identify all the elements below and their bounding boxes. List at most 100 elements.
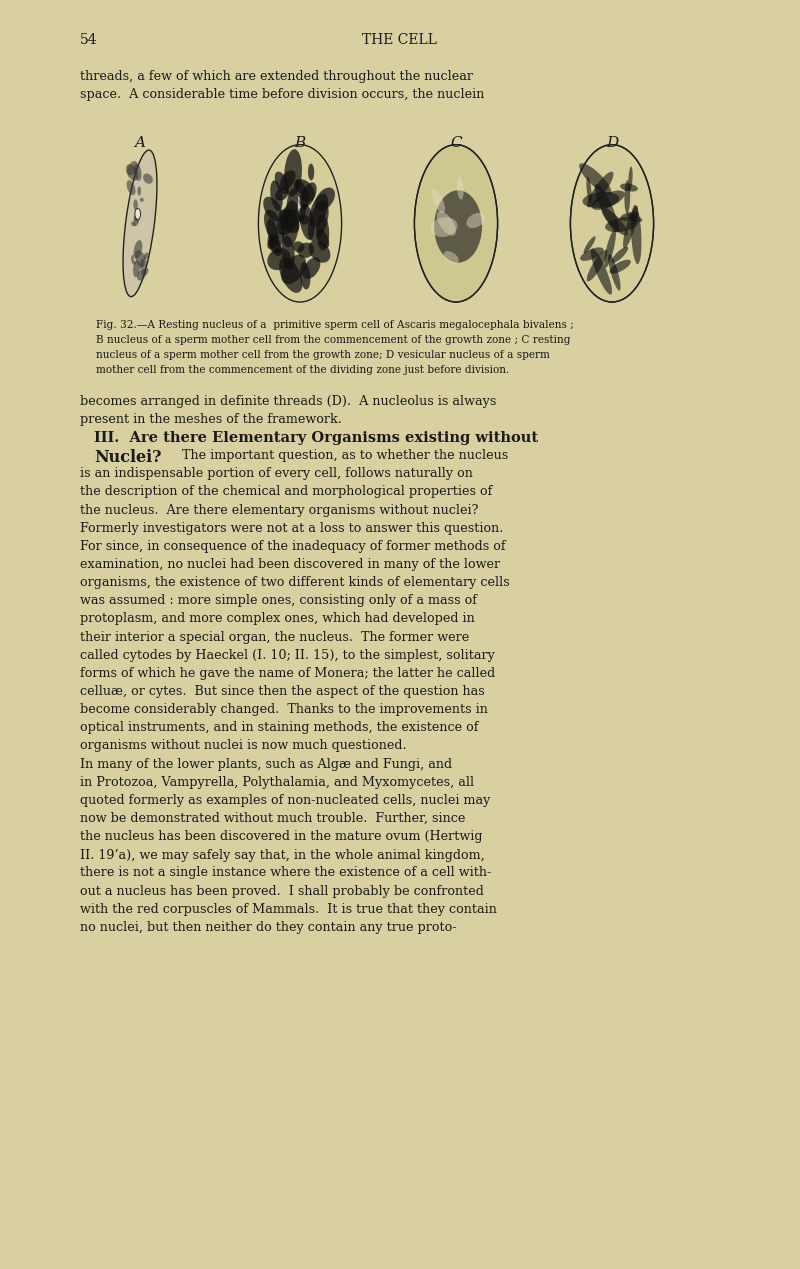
Ellipse shape	[316, 214, 330, 250]
Ellipse shape	[127, 161, 138, 175]
Ellipse shape	[586, 250, 607, 282]
Ellipse shape	[595, 184, 619, 232]
Ellipse shape	[132, 260, 136, 265]
Text: celluæ, or cytes.  But since then the aspect of the question has: celluæ, or cytes. But since then the asp…	[80, 685, 485, 698]
Ellipse shape	[620, 212, 639, 221]
Text: examination, no nuclei had been discovered in many of the lower: examination, no nuclei had been discover…	[80, 558, 500, 571]
Text: organisms without nuclei is now much questioned.: organisms without nuclei is now much que…	[80, 740, 406, 753]
Ellipse shape	[587, 171, 614, 207]
Ellipse shape	[584, 236, 595, 254]
Ellipse shape	[267, 235, 279, 249]
Text: threads, a few of which are extended throughout the nuclear: threads, a few of which are extended thr…	[80, 70, 473, 82]
Ellipse shape	[592, 190, 625, 209]
Text: Formerly investigators were not at a loss to answer this question.: Formerly investigators were not at a los…	[80, 522, 503, 534]
Ellipse shape	[300, 204, 314, 240]
Ellipse shape	[620, 184, 638, 192]
Ellipse shape	[627, 213, 642, 222]
Ellipse shape	[131, 255, 134, 261]
Ellipse shape	[300, 261, 310, 289]
Text: In many of the lower plants, such as Algæ and Fungi, and: In many of the lower plants, such as Alg…	[80, 758, 452, 770]
Text: 54: 54	[80, 33, 98, 47]
Ellipse shape	[142, 268, 149, 275]
Text: there is not a single instance where the existence of a cell with-: there is not a single instance where the…	[80, 867, 491, 879]
Ellipse shape	[586, 176, 592, 203]
Text: Nuclei?: Nuclei?	[94, 449, 162, 466]
Ellipse shape	[263, 197, 282, 221]
Ellipse shape	[135, 208, 141, 220]
Ellipse shape	[608, 254, 621, 291]
Ellipse shape	[270, 180, 282, 211]
Ellipse shape	[143, 174, 153, 184]
Ellipse shape	[126, 164, 138, 180]
Text: C: C	[450, 136, 462, 150]
Ellipse shape	[298, 214, 310, 225]
Ellipse shape	[579, 164, 611, 194]
Ellipse shape	[137, 269, 146, 280]
Ellipse shape	[628, 166, 633, 190]
Ellipse shape	[131, 222, 135, 226]
Ellipse shape	[135, 250, 146, 268]
Text: out a nucleus has been proved.  I shall probably be confronted: out a nucleus has been proved. I shall p…	[80, 884, 484, 897]
Text: the description of the chemical and morphological properties of: the description of the chemical and morp…	[80, 486, 492, 499]
Ellipse shape	[293, 241, 305, 253]
Ellipse shape	[284, 150, 302, 197]
Ellipse shape	[437, 211, 456, 236]
Text: III.  Are there Elementary Organisms existing without: III. Are there Elementary Organisms exis…	[94, 431, 538, 445]
Text: optical instruments, and in staining methods, the existence of: optical instruments, and in staining met…	[80, 721, 478, 735]
Ellipse shape	[631, 206, 642, 264]
Ellipse shape	[466, 213, 486, 228]
Ellipse shape	[280, 170, 295, 189]
Text: protoplasm, and more complex ones, which had developed in: protoplasm, and more complex ones, which…	[80, 613, 474, 626]
Ellipse shape	[266, 218, 278, 244]
Text: D: D	[606, 136, 618, 150]
Ellipse shape	[294, 179, 314, 202]
Ellipse shape	[264, 209, 284, 245]
Ellipse shape	[258, 145, 342, 302]
Ellipse shape	[604, 230, 616, 268]
Text: with the red corpuscles of Mammals.  It is true that they contain: with the red corpuscles of Mammals. It i…	[80, 902, 497, 916]
Ellipse shape	[134, 164, 142, 181]
Text: was assumed : more simple ones, consisting only of a mass of: was assumed : more simple ones, consisti…	[80, 594, 477, 608]
Text: becomes arranged in definite threads (D).  A nucleolus is always: becomes arranged in definite threads (D)…	[80, 395, 496, 407]
Ellipse shape	[140, 198, 144, 202]
Ellipse shape	[138, 187, 141, 195]
Text: THE CELL: THE CELL	[362, 33, 438, 47]
Text: now be demonstrated without much trouble.  Further, since: now be demonstrated without much trouble…	[80, 812, 466, 825]
Ellipse shape	[610, 260, 631, 274]
Text: B nucleus of a sperm mother cell from the commencement of the growth zone ; C re: B nucleus of a sperm mother cell from th…	[96, 335, 570, 345]
Ellipse shape	[279, 258, 302, 293]
Text: the nucleus has been discovered in the mature ovum (Hertwig: the nucleus has been discovered in the m…	[80, 830, 482, 843]
Text: called cytodes by Haeckel (I. 10; II. 15), to the simplest, solitary: called cytodes by Haeckel (I. 10; II. 15…	[80, 648, 495, 661]
Ellipse shape	[281, 255, 306, 284]
Ellipse shape	[317, 228, 330, 249]
Ellipse shape	[134, 214, 140, 226]
Ellipse shape	[282, 201, 299, 247]
Text: A: A	[134, 136, 146, 150]
Ellipse shape	[580, 247, 603, 261]
Text: is an indispensable portion of every cell, follows naturally on: is an indispensable portion of every cel…	[80, 467, 473, 480]
Ellipse shape	[430, 217, 458, 237]
Ellipse shape	[123, 150, 157, 297]
Text: Fig. 32.—A Resting nucleus of a  primitive sperm cell of Ascaris megalocephala b: Fig. 32.—A Resting nucleus of a primitiv…	[96, 320, 574, 330]
Ellipse shape	[605, 217, 638, 232]
Ellipse shape	[280, 207, 290, 230]
Text: quoted formerly as examples of non-nucleated cells, nuclei may: quoted formerly as examples of non-nucle…	[80, 794, 490, 807]
Ellipse shape	[299, 183, 317, 208]
Ellipse shape	[301, 189, 309, 211]
Ellipse shape	[295, 180, 306, 194]
Ellipse shape	[134, 199, 138, 211]
Text: no nuclei, but then neither do they contain any true proto-: no nuclei, but then neither do they cont…	[80, 921, 457, 934]
Text: The important question, as to whether the nucleus: The important question, as to whether th…	[174, 449, 509, 462]
Ellipse shape	[602, 208, 628, 236]
Ellipse shape	[624, 180, 630, 214]
Ellipse shape	[134, 240, 142, 259]
Ellipse shape	[286, 189, 298, 218]
Text: space.  A considerable time before division occurs, the nuclein: space. A considerable time before divisi…	[80, 89, 484, 102]
Ellipse shape	[302, 258, 321, 279]
Ellipse shape	[143, 253, 149, 259]
Ellipse shape	[414, 145, 498, 302]
Ellipse shape	[443, 251, 458, 264]
Ellipse shape	[277, 208, 299, 235]
Ellipse shape	[282, 236, 294, 269]
Ellipse shape	[432, 189, 445, 213]
